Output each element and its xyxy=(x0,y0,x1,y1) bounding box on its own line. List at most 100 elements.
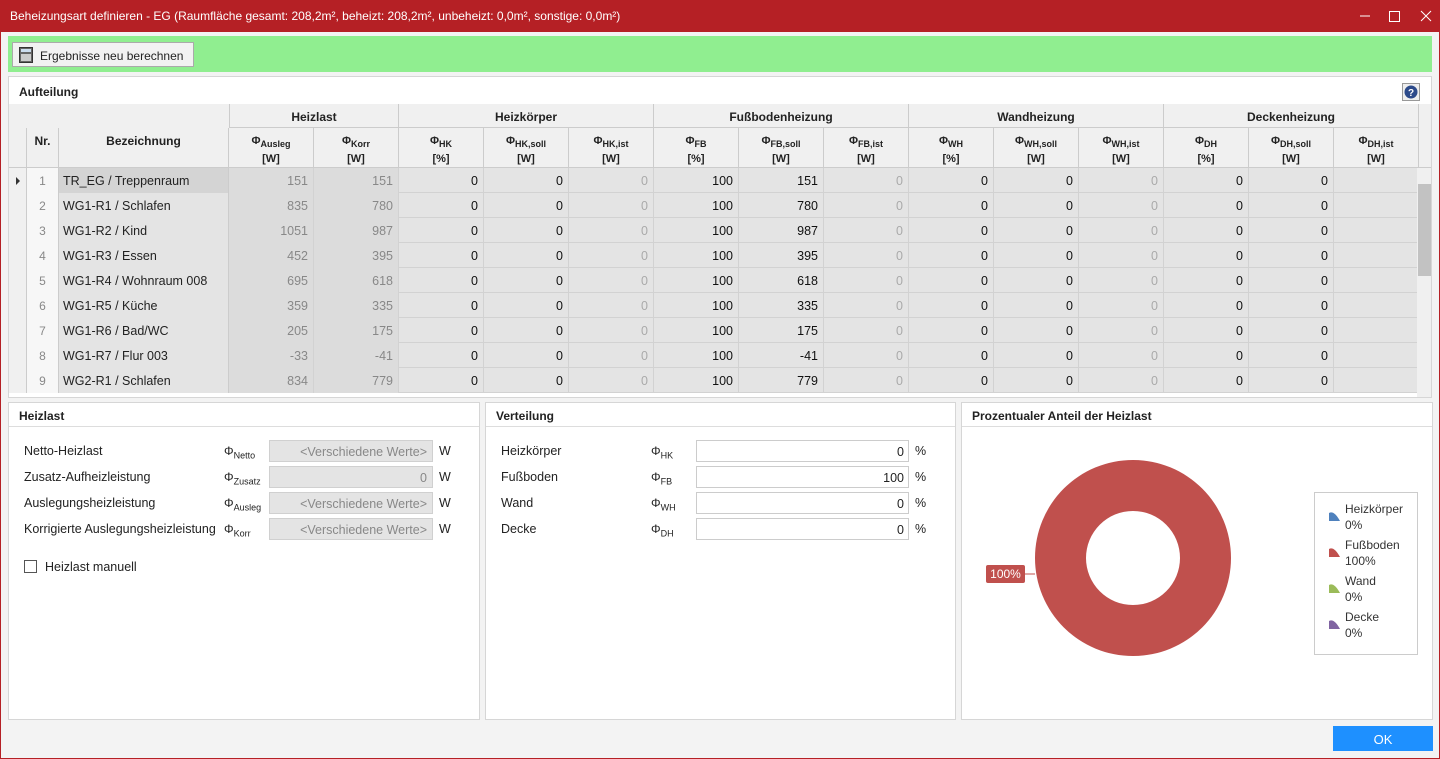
cell[interactable]: 0 xyxy=(1164,343,1249,368)
row-nr[interactable]: 5 xyxy=(27,268,59,293)
row-nr[interactable]: 2 xyxy=(27,193,59,218)
cell[interactable]: 0 xyxy=(824,218,909,243)
cell[interactable]: 0 xyxy=(1249,193,1334,218)
cell[interactable]: 0 xyxy=(1249,218,1334,243)
cell[interactable]: 779 xyxy=(739,368,824,393)
cell[interactable]: 100 xyxy=(654,218,739,243)
checkbox-label[interactable]: Heizlast manuell xyxy=(45,560,137,574)
cell[interactable]: 0 xyxy=(399,243,484,268)
cell[interactable]: 0 xyxy=(1164,368,1249,393)
cell[interactable]: 618 xyxy=(739,268,824,293)
cell[interactable]: 0 xyxy=(484,243,569,268)
cell[interactable]: 452 xyxy=(229,243,314,268)
cell[interactable]: -41 xyxy=(739,343,824,368)
cell[interactable]: 0 xyxy=(1249,368,1334,393)
cell[interactable]: 834 xyxy=(229,368,314,393)
cell[interactable]: 0 xyxy=(1249,268,1334,293)
cell[interactable]: 0 xyxy=(909,368,994,393)
cell[interactable]: 0 xyxy=(569,318,654,343)
cell[interactable]: 0 xyxy=(1164,293,1249,318)
cell[interactable]: 695 xyxy=(229,268,314,293)
cell[interactable]: 0 xyxy=(569,343,654,368)
cell[interactable]: 0 xyxy=(824,168,909,193)
cell[interactable]: 987 xyxy=(314,218,399,243)
cell[interactable]: 0 xyxy=(1079,343,1164,368)
cell[interactable]: 151 xyxy=(314,168,399,193)
row-name[interactable]: WG1-R4 / Wohnraum 008 xyxy=(59,268,229,293)
row-name[interactable]: WG1-R1 / Schlafen xyxy=(59,193,229,218)
cell[interactable]: 0 xyxy=(824,243,909,268)
help-icon[interactable]: ? xyxy=(1402,83,1420,101)
cell[interactable]: 0 xyxy=(1079,268,1164,293)
cell[interactable]: 779 xyxy=(314,368,399,393)
cell[interactable]: 0 xyxy=(569,293,654,318)
cell[interactable]: 0 xyxy=(1164,268,1249,293)
cell[interactable]: 1051 xyxy=(229,218,314,243)
cell[interactable]: 0 xyxy=(994,193,1079,218)
cell[interactable]: 0 xyxy=(994,218,1079,243)
cell[interactable]: 0 xyxy=(1164,218,1249,243)
cell[interactable]: -41 xyxy=(314,343,399,368)
cell[interactable]: 0 xyxy=(569,368,654,393)
cell[interactable]: 0 xyxy=(1079,193,1164,218)
cell[interactable]: 0 xyxy=(909,343,994,368)
cell[interactable]: 0 xyxy=(824,293,909,318)
row-name[interactable]: WG1-R7 / Flur 003 xyxy=(59,343,229,368)
cell[interactable]: 395 xyxy=(739,243,824,268)
cell[interactable]: 0 xyxy=(1079,293,1164,318)
cell[interactable]: 100 xyxy=(654,318,739,343)
cell[interactable]: 0 xyxy=(824,368,909,393)
cell[interactable]: 0 xyxy=(569,268,654,293)
cell[interactable]: 100 xyxy=(654,293,739,318)
cell[interactable]: 0 xyxy=(824,193,909,218)
cell[interactable]: 335 xyxy=(314,293,399,318)
cell[interactable]: 0 xyxy=(994,293,1079,318)
field-input[interactable]: <Verschiedene Werte> xyxy=(269,492,433,514)
cell[interactable]: 0 xyxy=(399,368,484,393)
cell[interactable]: 0 xyxy=(399,318,484,343)
cell[interactable]: 780 xyxy=(314,193,399,218)
cell[interactable]: 780 xyxy=(739,193,824,218)
cell[interactable]: 100 xyxy=(654,168,739,193)
cell[interactable]: 0 xyxy=(994,168,1079,193)
row-name[interactable]: WG2-R1 / Schlafen xyxy=(59,368,229,393)
cell[interactable]: 0 xyxy=(399,343,484,368)
cell[interactable]: 0 xyxy=(399,168,484,193)
cell[interactable]: 100 xyxy=(654,368,739,393)
row-name[interactable]: WG1-R5 / Küche xyxy=(59,293,229,318)
cell[interactable]: 0 xyxy=(569,168,654,193)
cell[interactable]: 151 xyxy=(229,168,314,193)
cell[interactable]: 0 xyxy=(909,243,994,268)
cell[interactable]: 205 xyxy=(229,318,314,343)
cell[interactable]: 0 xyxy=(909,293,994,318)
cell[interactable]: 835 xyxy=(229,193,314,218)
row-nr[interactable]: 9 xyxy=(27,368,59,393)
cell[interactable]: 151 xyxy=(739,168,824,193)
cell[interactable]: 0 xyxy=(994,268,1079,293)
row-name[interactable]: WG1-R3 / Essen xyxy=(59,243,229,268)
cell[interactable]: 0 xyxy=(1164,318,1249,343)
cell[interactable]: 0 xyxy=(484,343,569,368)
cell[interactable]: 0 xyxy=(1079,168,1164,193)
cell[interactable]: 0 xyxy=(1249,243,1334,268)
cell[interactable]: 335 xyxy=(739,293,824,318)
cell[interactable]: 0 xyxy=(824,318,909,343)
cell[interactable]: 0 xyxy=(1164,168,1249,193)
cell[interactable]: 0 xyxy=(1164,243,1249,268)
cell[interactable]: -33 xyxy=(229,343,314,368)
cell[interactable]: 0 xyxy=(1079,368,1164,393)
field-input[interactable]: 100 xyxy=(696,466,909,488)
cell[interactable]: 0 xyxy=(399,268,484,293)
cell[interactable]: 0 xyxy=(1079,318,1164,343)
cell[interactable]: 0 xyxy=(484,168,569,193)
cell[interactable]: 0 xyxy=(994,343,1079,368)
cell[interactable]: 0 xyxy=(909,218,994,243)
cell[interactable]: 0 xyxy=(484,268,569,293)
cell[interactable]: 0 xyxy=(484,293,569,318)
field-input[interactable]: 0 xyxy=(696,518,909,540)
cell[interactable]: 0 xyxy=(1249,343,1334,368)
cell[interactable]: 0 xyxy=(909,318,994,343)
cell[interactable]: 0 xyxy=(569,218,654,243)
cell[interactable]: 0 xyxy=(484,193,569,218)
cell[interactable]: 0 xyxy=(824,268,909,293)
